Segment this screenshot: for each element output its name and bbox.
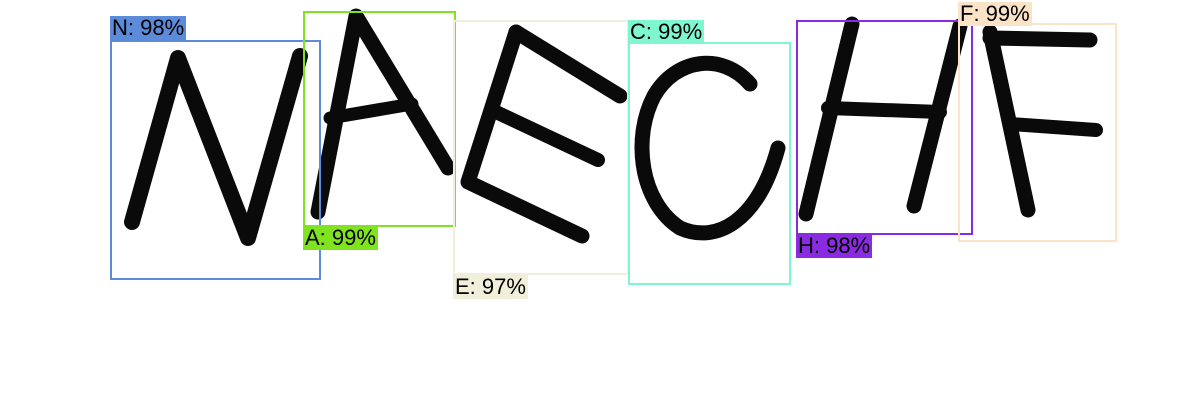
bounding-box-c [628,42,791,285]
detection-label-h: H: 98% [796,233,873,258]
letter-a-glyph [310,8,456,220]
detection-label-c: C: 99% [628,19,705,44]
letter-e-glyph [460,24,590,244]
bounding-box-a [303,11,456,227]
letter-n-glyph [124,48,308,246]
detection-label-n: N: 98% [110,15,187,40]
letter-h-glyph [798,16,860,222]
detection-label-f: F: 99% [958,1,1032,26]
bounding-box-e [453,20,629,275]
letter-c-glyph [634,55,786,241]
bounding-box-f [958,23,1117,242]
detection-label-e: E: 97% [453,274,528,299]
detection-label-a: A: 99% [303,225,378,250]
bounding-box-h [796,20,973,235]
bounding-box-n [110,40,321,280]
